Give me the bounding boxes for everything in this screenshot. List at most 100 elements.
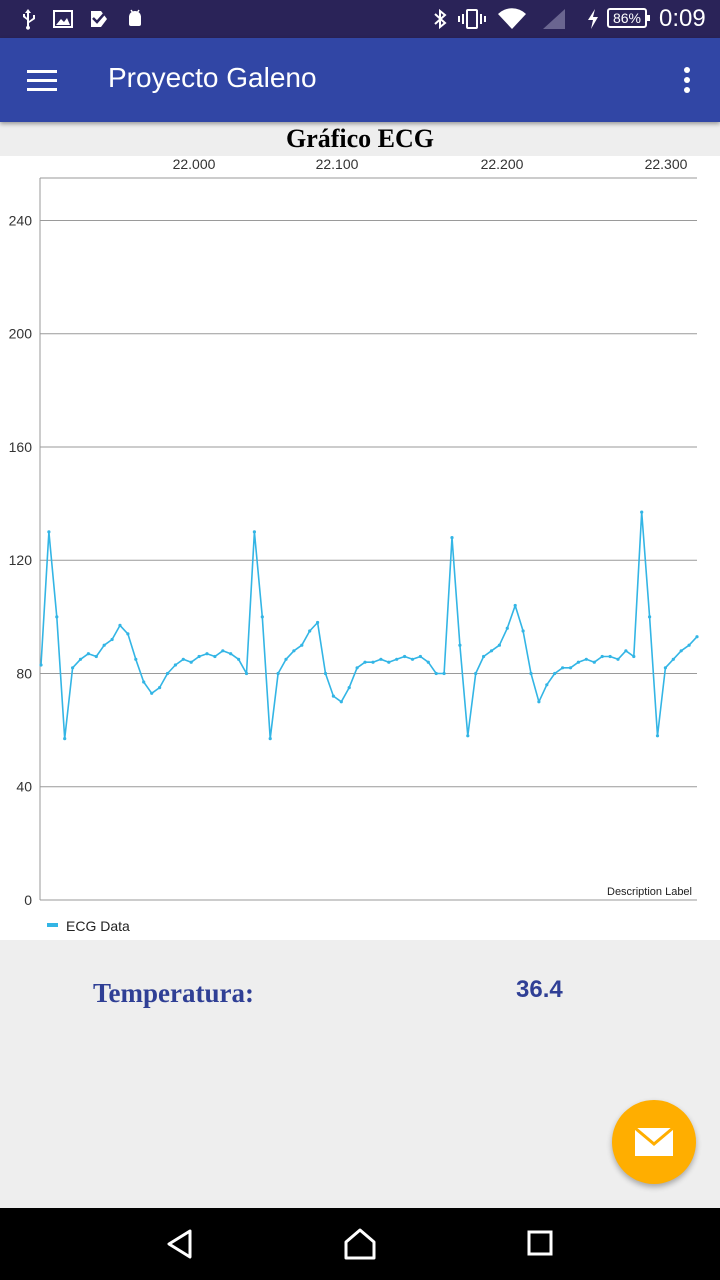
hamburger-menu-icon[interactable] [22,62,62,98]
ecg-data-point [513,603,517,608]
ecg-data-point [284,657,288,661]
email-icon [634,1127,674,1156]
ecg-data-point [331,694,335,698]
ecg-data-point [189,660,193,664]
check-icon [87,7,111,31]
ecg-data-point [616,657,620,661]
ecg-data-point [39,663,43,667]
ecg-data-point [608,654,612,659]
ecg-data-point [300,643,304,647]
ecg-data-point [561,666,565,670]
ecg-data-point [252,530,256,534]
ecg-data-point [624,649,628,653]
ecg-data-point [323,671,328,676]
home-icon[interactable] [340,1226,380,1262]
ecg-data-point [450,536,454,540]
ecg-data-point [126,632,130,636]
ecg-data-point [94,654,98,659]
ecg-data-point [86,652,90,656]
ecg-data-point [497,643,501,647]
status-time: 0:09 [659,5,706,32]
temperature-value: 36.4 [516,976,563,1003]
ecg-data-point [458,643,462,647]
ecg-data-point [205,652,209,656]
ecg-data-point [165,671,170,676]
battery-indicator: 86% [607,8,650,28]
ecg-data-point [640,510,644,514]
ecg-data-point [466,734,470,738]
ecg-data-point [521,629,525,633]
ecg-data-point [197,654,201,659]
temperature-label: Temperatura: [93,978,254,1008]
ecg-data-point [229,652,233,656]
ecg-data-point [221,649,225,653]
ecg-data-point [576,660,581,664]
y-tick-label: 160 [9,439,33,455]
ecg-data-point [387,660,391,664]
ecg-data-point [118,623,122,627]
ecg-data-point [78,657,83,661]
ecg-data-point [379,657,383,661]
app-bar: Proyecto Galeno [0,38,720,122]
ecg-data-point [363,660,367,664]
y-tick-label: 80 [16,665,32,681]
ecg-data-point [158,686,162,690]
ecg-data-point [426,660,430,664]
ecg-data-point [102,643,106,647]
ecg-data-point [260,615,264,619]
y-tick-label: 0 [24,892,32,908]
ecg-data-point [568,666,573,670]
ecg-data-point [537,700,541,704]
ecg-chart[interactable]: 0 40 80 120 160 200 240 22.000 22.100 22.200 22.30… [0,156,720,940]
ecg-data-point [308,629,312,633]
wifi-icon [497,7,527,31]
recents-icon[interactable] [520,1226,560,1262]
ecg-data-point [276,671,280,676]
ecg-data-point [410,657,415,661]
vibrate-icon [458,7,486,31]
ecg-data-point [687,643,691,647]
ecg-data-point [47,530,51,534]
ecg-data-point [63,737,67,741]
ecg-data-point [418,654,422,659]
ecg-data-point [110,637,114,642]
ecg-data-point [584,657,588,661]
ecg-data-point [371,660,375,664]
description-label: Description Label [607,886,692,898]
ecg-data-point [489,649,494,653]
charging-icon [585,7,601,31]
ecg-data-point [213,654,217,659]
ecg-data-point [529,671,533,676]
y-tick-label: 40 [16,779,32,795]
ecg-data-point [142,680,146,684]
ecg-data-point [181,657,185,661]
ecg-data-point [600,654,604,659]
ecg-data-point [695,635,699,639]
ecg-data-point [592,660,596,664]
ecg-data-point [632,654,636,659]
ecg-data-point [679,649,683,653]
ecg-data-point [55,615,59,619]
back-icon[interactable] [160,1226,200,1262]
ecg-data-point [316,620,320,625]
x-tick-label: 22.200 [481,156,524,172]
x-tick-label: 22.000 [173,156,216,172]
ecg-data-point [474,671,478,676]
ecg-data-point [663,666,668,670]
ecg-series-line [40,511,698,740]
ecg-data-point [244,671,249,676]
y-tick-label: 120 [9,552,33,568]
android-icon [123,7,147,31]
ecg-data-point [671,657,675,661]
legend-swatch [47,923,58,927]
email-fab-button[interactable] [612,1100,696,1184]
chart-title: Gráfico ECG [285,124,435,153]
ecg-data-point [71,666,75,670]
ecg-data-point [505,626,509,630]
ecg-data-point [395,657,399,661]
more-vert-icon[interactable] [672,62,702,98]
image-icon [51,7,75,31]
ecg-data-point [553,671,557,676]
navigation-bar [0,1208,720,1280]
ecg-data-point [339,700,343,704]
